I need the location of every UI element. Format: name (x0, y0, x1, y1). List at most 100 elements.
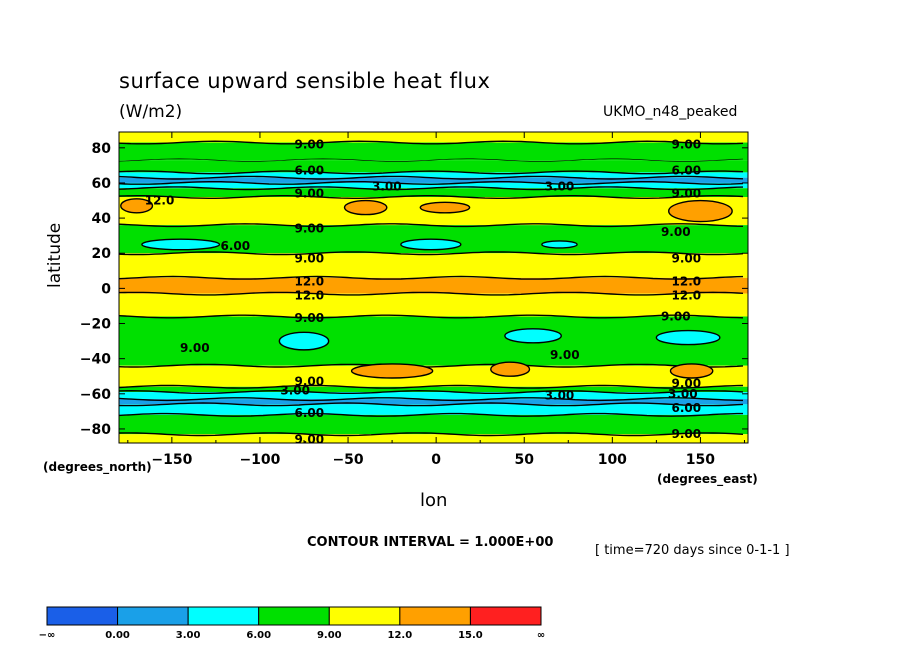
y-tick-label: 0 (101, 281, 111, 297)
zonal-band (119, 188, 748, 198)
x-tick-label: 150 (686, 452, 715, 468)
contour-blob (504, 328, 562, 344)
contour-line (119, 175, 744, 180)
zonal-band (119, 386, 748, 393)
zonal-band (119, 182, 748, 189)
zonal-band (119, 316, 748, 366)
contour-label: 3.00 (668, 387, 698, 401)
colorbar-label: 9.00 (317, 630, 342, 641)
zonal-band (119, 253, 748, 278)
contour-label: 9.00 (672, 186, 702, 200)
contour-line (119, 186, 744, 191)
x-axis-units: (degrees_east) (657, 472, 758, 486)
contour-label: 9.00 (294, 252, 324, 266)
contour-line (119, 158, 744, 162)
zonal-band (119, 399, 748, 405)
y-tick-label: 80 (92, 141, 112, 157)
contour-blob (343, 199, 388, 216)
contour-line (119, 223, 744, 228)
plot-area: 9.00 9.006.00 6.003.00 3.009.00 9.0012.06.00… (119, 132, 748, 446)
contour-label: 6.00 (220, 239, 250, 253)
contour-blob (668, 199, 733, 223)
contour-label: 9.00 (672, 376, 702, 390)
x-tick-label: −150 (151, 452, 192, 468)
y-axis-units: (degrees_north) (43, 460, 152, 474)
plot-frame (118, 131, 749, 444)
contour-label: 9.00 (294, 137, 324, 151)
contour-label: 9.00 (672, 137, 702, 151)
contour-label: 9.00 (294, 222, 324, 236)
time-stamp: [ time=720 days since 0-1-1 ] (595, 543, 790, 558)
contour-label: 12.0 (294, 274, 324, 288)
y-tick-label: −40 (80, 352, 111, 368)
contour-line (119, 397, 744, 402)
contour-line (119, 140, 744, 145)
contour-label: 9.00 (294, 311, 324, 325)
contour-label: 9.00 (180, 341, 210, 355)
contour-line (119, 275, 744, 280)
contour-label: 6.00 (672, 401, 702, 415)
contour-label: 3.00 (372, 179, 402, 193)
contour-label: 12.0 (294, 288, 324, 302)
zonal-band (119, 414, 748, 435)
contour-label: 3.00 (545, 179, 575, 193)
y-tick-label: 40 (92, 211, 112, 227)
contour-label: 6.00 (672, 164, 702, 178)
contour-label: 6.00 (294, 406, 324, 420)
chart-units: (W/m2) (119, 102, 183, 122)
contour-label: 12.0 (145, 194, 175, 208)
colorbar-swatch (117, 606, 189, 626)
contour-label: 12.0 (672, 288, 702, 302)
colorbar-swatch (258, 606, 330, 626)
contour-line (119, 181, 744, 186)
zonal-band (119, 365, 748, 387)
colorbar-label: 15.0 (458, 630, 483, 641)
contour-interval: CONTOUR INTERVAL = 1.000E+00 (307, 535, 554, 550)
x-tick-label: −100 (239, 452, 280, 468)
colorbar-swatch (187, 606, 260, 626)
colorbar-swatch (469, 606, 542, 626)
colorbar-label: 3.00 (176, 630, 201, 641)
contour-label: 9.00 (294, 186, 324, 200)
contour-label: 9.00 (672, 427, 702, 441)
colorbar-label: ∞ (537, 630, 545, 641)
colorbar-label: 6.00 (246, 630, 271, 641)
contour-blob (541, 240, 578, 249)
contour-label: 3.00 (280, 383, 310, 397)
zonal-band (119, 177, 748, 183)
y-tick-label: −80 (80, 422, 111, 438)
contour-line (119, 389, 744, 394)
chart-title: surface upward sensible heat flux (119, 69, 491, 93)
contour-label: 3.00 (545, 389, 575, 403)
contour-line (119, 412, 743, 417)
colorbar-label: 0.00 (105, 630, 130, 641)
x-tick-label: 100 (598, 452, 627, 468)
contour-blob (490, 361, 531, 377)
contour-label: 9.00 (294, 375, 324, 389)
colorbar-swatch (46, 606, 119, 626)
contour-label: 9.00 (294, 432, 324, 446)
x-tick-label: −50 (332, 452, 363, 468)
zonal-band (119, 160, 748, 173)
contour-blob (655, 329, 721, 346)
y-tick-label: −20 (80, 317, 111, 333)
contour-line (119, 432, 744, 437)
contour-line (119, 402, 744, 407)
colorbar-label: −∞ (39, 630, 56, 641)
contour-label: 9.00 (550, 348, 580, 362)
zonal-band (119, 434, 748, 443)
contour-label: 12.0 (672, 274, 702, 288)
colorbar-swatch (328, 606, 401, 626)
contour-blob (350, 363, 434, 379)
y-tick-label: 60 (92, 176, 112, 192)
contour-blob (419, 201, 471, 214)
y-tick-label: 20 (92, 246, 112, 262)
y-tick-label: −60 (80, 387, 111, 403)
zonal-band (119, 392, 748, 400)
x-axis-label: lon (420, 490, 448, 511)
contour-line (119, 195, 744, 199)
zonal-band (119, 293, 748, 317)
contour-blob (400, 238, 462, 251)
contour-label: 9.00 (661, 225, 691, 239)
zonal-band (119, 404, 748, 415)
